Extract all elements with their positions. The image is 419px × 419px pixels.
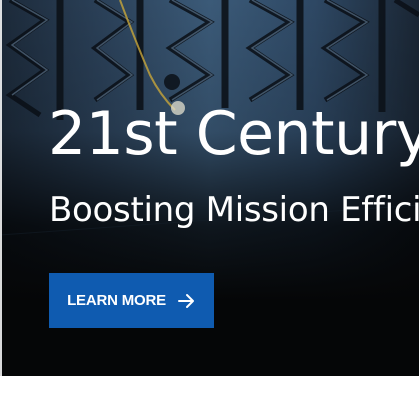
learn-more-button[interactable]: LEARN MORE	[49, 273, 214, 328]
learn-more-label: LEARN MORE	[67, 292, 166, 309]
hero-banner: 21st Century Boosting Mission Effici LEA…	[0, 0, 419, 376]
hero-subheadline: Boosting Mission Effici	[49, 190, 419, 230]
hero-headline: 21st Century	[48, 99, 419, 169]
hero-background-image	[0, 0, 419, 236]
arrow-right-icon	[177, 293, 196, 309]
hero-left-edge	[0, 0, 2, 376]
